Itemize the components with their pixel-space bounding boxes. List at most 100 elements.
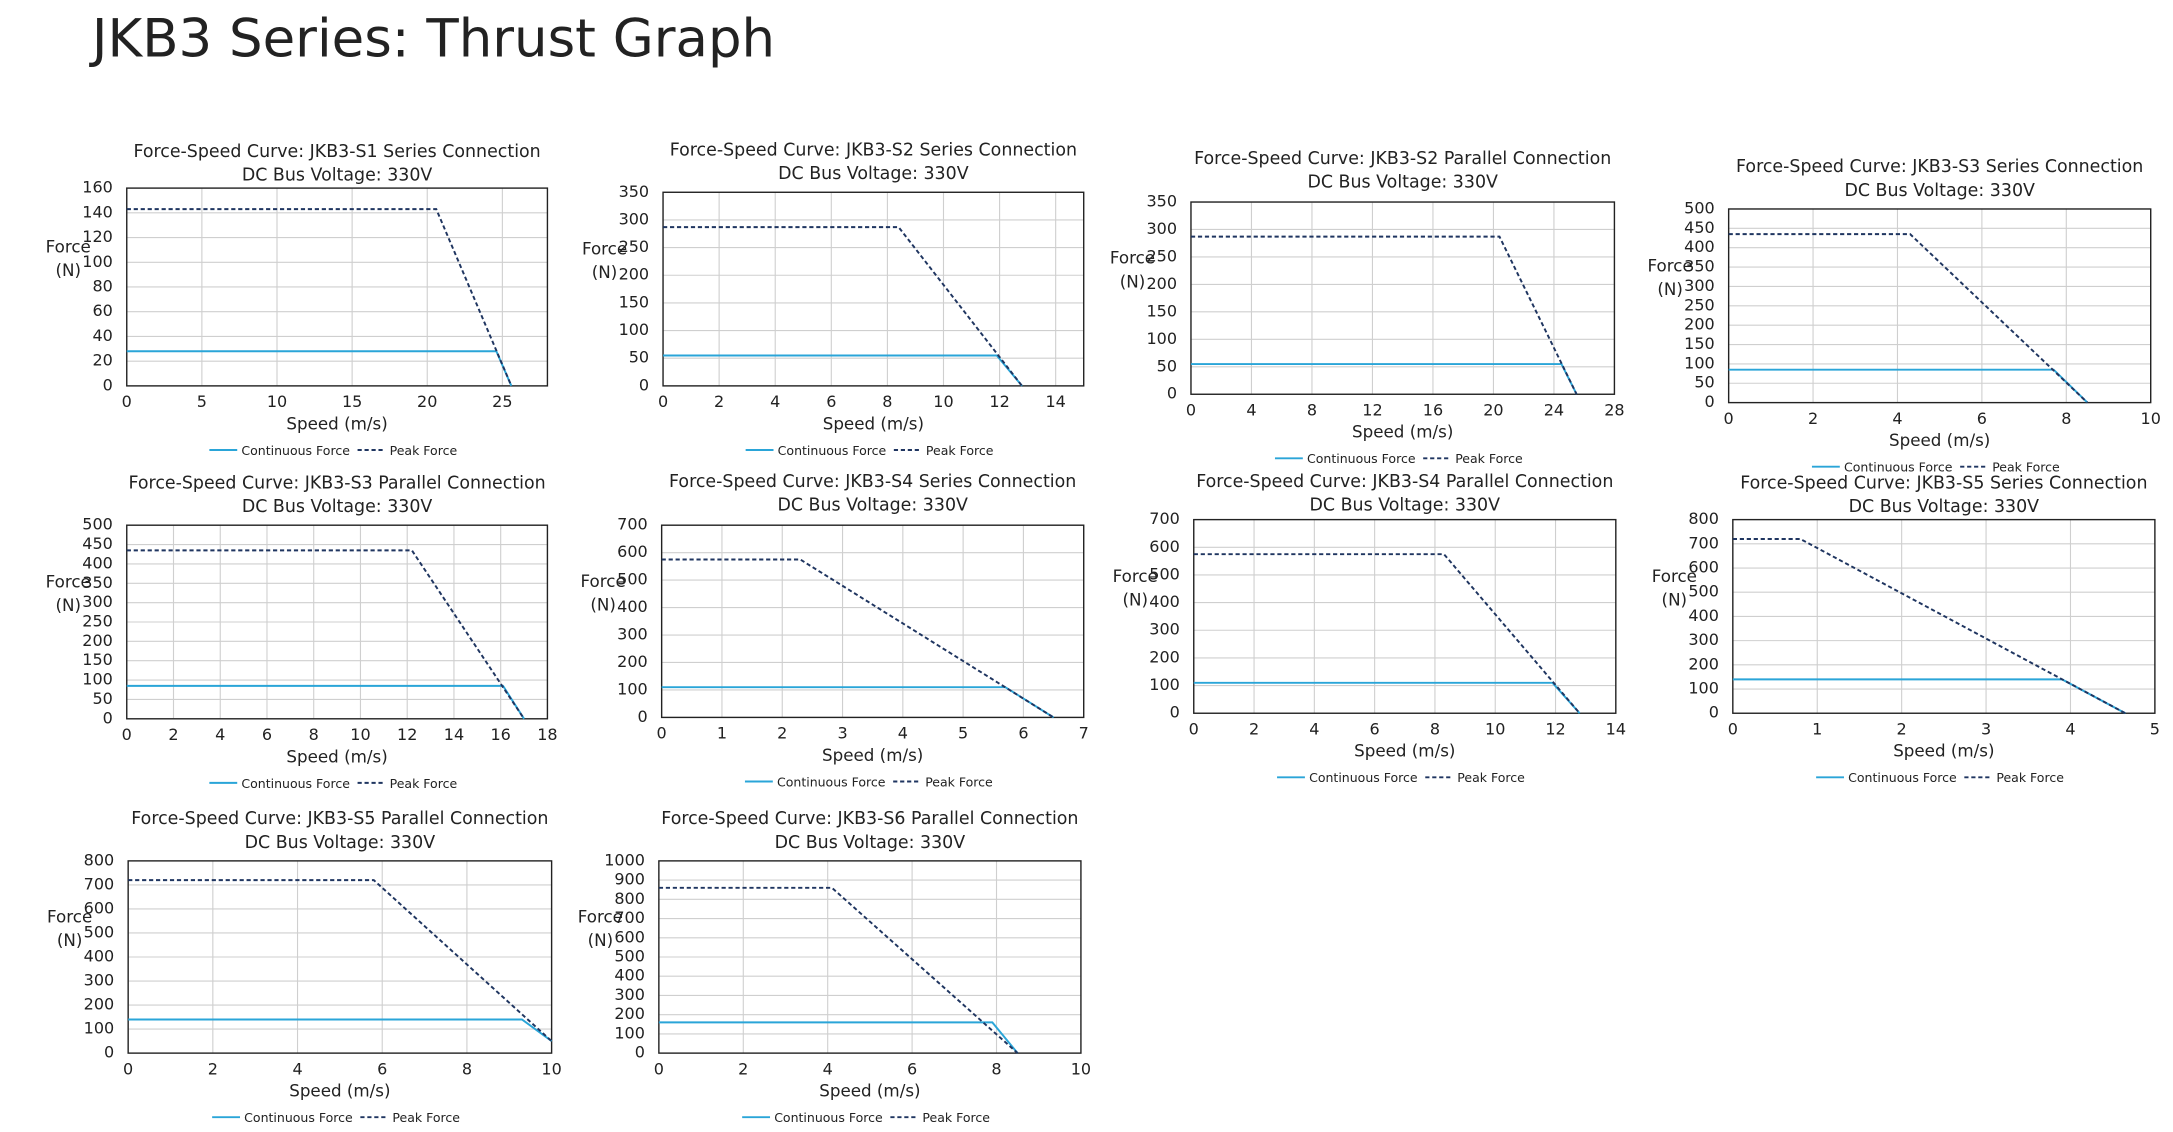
x-tick-label: 2 bbox=[1808, 409, 1818, 428]
x-tick-label: 12 bbox=[989, 392, 1009, 411]
y-tick-label: 0 bbox=[1170, 703, 1180, 722]
plot-border bbox=[658, 860, 1082, 1054]
line-series bbox=[126, 549, 525, 720]
y-axis-label: Force bbox=[1113, 566, 1158, 586]
x-tick-label: 2 bbox=[714, 392, 724, 411]
x-tick-label: 0 bbox=[122, 392, 132, 411]
x-tick-label: 0 bbox=[654, 1059, 664, 1078]
chart: Force-Speed Curve: JKB3-S4 Parallel Conn… bbox=[1113, 472, 1626, 785]
x-tick-label: 5 bbox=[958, 724, 968, 743]
y-axis-label: (N) bbox=[1122, 590, 1148, 610]
y-tick-label: 600 bbox=[617, 542, 648, 561]
line-series bbox=[126, 350, 513, 387]
x-axis-label: Speed (m/s) bbox=[1893, 741, 1994, 761]
x-tick-label: 5 bbox=[197, 392, 207, 411]
y-tick-label: 0 bbox=[1709, 703, 1719, 722]
legend-label: Continuous Force bbox=[241, 776, 350, 791]
x-tick-label: 10 bbox=[350, 725, 370, 744]
x-tick-label: 2 bbox=[777, 724, 787, 743]
line-series bbox=[128, 879, 553, 1042]
y-tick-label: 200 bbox=[1149, 647, 1180, 666]
y-tick-label: 200 bbox=[1684, 315, 1715, 334]
y-tick-label: 450 bbox=[82, 534, 113, 553]
y-tick-label: 300 bbox=[1146, 219, 1177, 238]
legend-label: Continuous Force bbox=[244, 1110, 353, 1125]
y-tick-label: 900 bbox=[614, 870, 645, 889]
y-tick-label: 400 bbox=[82, 553, 113, 572]
y-tick-label: 300 bbox=[619, 209, 650, 228]
x-tick-label: 10 bbox=[1071, 1059, 1091, 1078]
x-tick-label: 14 bbox=[1606, 719, 1626, 738]
y-tick-label: 50 bbox=[1694, 373, 1714, 392]
x-tick-label: 2 bbox=[1897, 719, 1907, 738]
plot-border bbox=[126, 524, 549, 720]
y-tick-label: 20 bbox=[92, 351, 112, 370]
y-tick-label: 500 bbox=[82, 515, 113, 534]
y-tick-label: 800 bbox=[1688, 509, 1719, 528]
x-tick-label: 6 bbox=[1018, 724, 1028, 743]
x-tick-label: 18 bbox=[537, 725, 557, 744]
y-tick-label: 400 bbox=[1149, 592, 1180, 611]
y-tick-label: 400 bbox=[1688, 606, 1719, 625]
x-tick-label: 3 bbox=[837, 724, 847, 743]
chart-subtitle: DC Bus Voltage: 330V bbox=[1307, 173, 1498, 193]
x-tick-label: 2 bbox=[738, 1059, 748, 1078]
x-tick-label: 1 bbox=[1812, 719, 1822, 738]
y-tick-label: 300 bbox=[82, 592, 113, 611]
y-axis-label: (N) bbox=[1657, 279, 1683, 299]
plot-border bbox=[1193, 518, 1617, 714]
y-tick-label: 800 bbox=[84, 850, 115, 869]
line-series bbox=[128, 1018, 553, 1042]
y-tick-label: 150 bbox=[1684, 334, 1715, 353]
y-axis-label: Force bbox=[46, 571, 91, 591]
y-tick-label: 100 bbox=[1688, 679, 1719, 698]
x-tick-label: 12 bbox=[1545, 719, 1565, 738]
legend-label: Continuous Force bbox=[1307, 451, 1416, 466]
x-tick-label: 8 bbox=[462, 1059, 472, 1078]
x-tick-label: 8 bbox=[882, 392, 892, 411]
y-tick-label: 50 bbox=[629, 348, 649, 367]
y-tick-label: 50 bbox=[92, 689, 112, 708]
x-tick-label: 4 bbox=[898, 724, 908, 743]
y-axis-label: (N) bbox=[55, 260, 81, 280]
chart-title: Force-Speed Curve: JKB3-S2 Parallel Conn… bbox=[1194, 149, 1611, 169]
x-tick-label: 16 bbox=[1423, 400, 1443, 419]
line-series bbox=[1728, 368, 2089, 404]
y-tick-label: 700 bbox=[617, 515, 648, 534]
x-tick-label: 0 bbox=[1189, 719, 1199, 738]
x-tick-label: 0 bbox=[1728, 719, 1738, 738]
y-tick-label: 0 bbox=[1167, 384, 1177, 403]
line-series bbox=[1193, 553, 1581, 714]
x-tick-label: 10 bbox=[1485, 719, 1505, 738]
legend-label: Peak Force bbox=[1992, 460, 2060, 475]
chart-title: Force-Speed Curve: JKB3-S1 Series Connec… bbox=[133, 142, 540, 162]
y-tick-label: 500 bbox=[617, 570, 648, 589]
y-tick-label: 500 bbox=[1688, 582, 1719, 601]
y-tick-label: 500 bbox=[1149, 564, 1180, 583]
y-tick-label: 150 bbox=[82, 650, 113, 669]
legend-label: Peak Force bbox=[390, 776, 458, 791]
chart-title: Force-Speed Curve: JKB3-S5 Series Connec… bbox=[1740, 473, 2147, 493]
x-tick-label: 16 bbox=[491, 725, 511, 744]
y-tick-label: 0 bbox=[638, 707, 648, 726]
y-tick-label: 600 bbox=[84, 898, 115, 917]
x-tick-label: 0 bbox=[122, 725, 132, 744]
y-tick-label: 300 bbox=[617, 625, 648, 644]
x-axis-label: Speed (m/s) bbox=[822, 745, 923, 765]
legend-label: Peak Force bbox=[925, 774, 993, 789]
x-tick-label: 6 bbox=[826, 392, 836, 411]
x-tick-label: 3 bbox=[1981, 719, 1991, 738]
y-tick-label: 500 bbox=[614, 947, 645, 966]
x-tick-label: 6 bbox=[1977, 409, 1987, 428]
x-tick-label: 2 bbox=[168, 725, 178, 744]
x-tick-label: 12 bbox=[1362, 400, 1382, 419]
chart-subtitle: DC Bus Voltage: 330V bbox=[775, 833, 966, 853]
y-tick-label: 100 bbox=[619, 320, 650, 339]
y-axis-label: Force bbox=[47, 906, 92, 926]
x-tick-label: 4 bbox=[292, 1059, 302, 1078]
y-tick-label: 40 bbox=[92, 326, 112, 345]
y-tick-label: 200 bbox=[1688, 654, 1719, 673]
x-tick-label: 2 bbox=[208, 1059, 218, 1078]
x-axis-label: Speed (m/s) bbox=[1354, 741, 1455, 761]
